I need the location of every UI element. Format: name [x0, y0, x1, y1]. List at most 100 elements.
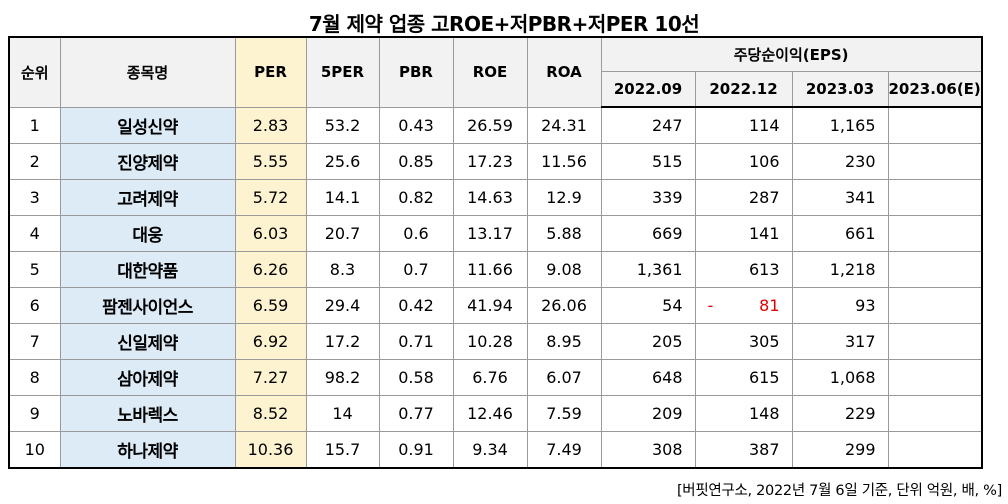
name-cell: 진양제약: [59, 143, 236, 180]
eps-cell: 287: [694, 179, 793, 216]
name-cell: 대한약품: [59, 251, 236, 288]
eps-cell: 669: [600, 215, 696, 252]
eps-cell: - 81: [694, 287, 793, 324]
roe-cell: 14.63: [452, 179, 528, 216]
rank-cell: 1: [8, 106, 61, 144]
roa-cell: 7.49: [526, 431, 602, 469]
roe-cell: 26.59: [452, 106, 528, 144]
5per-cell: 14.1: [305, 179, 380, 216]
name-cell: 팜젠사이언스: [59, 287, 236, 324]
pbr-cell: 0.77: [378, 395, 454, 432]
eps-cell: 230: [791, 143, 889, 180]
roa-cell: 8.95: [526, 323, 602, 360]
eps-cell: [887, 323, 983, 360]
rank-cell: 3: [8, 179, 61, 216]
rank-cell: 6: [8, 287, 61, 324]
table-row: 1 일성신약 2.83 53.2 0.43 26.59 24.31 247 114 1,165: [8, 106, 983, 144]
per-cell: 7.27: [234, 359, 307, 396]
pbr-cell: 0.43: [378, 106, 454, 144]
eps-cell: 1,068: [791, 359, 889, 396]
eps-cell: 1,165: [791, 106, 889, 144]
eps-cell: 515: [600, 143, 696, 180]
eps-cell: 205: [600, 323, 696, 360]
eps-cell: 317: [791, 323, 889, 360]
name-cell: 신일제약: [59, 323, 236, 360]
header-roa: ROA: [526, 36, 602, 108]
negative-sign: -: [707, 296, 714, 315]
eps-cell: 209: [600, 395, 696, 432]
rank-cell: 10: [8, 431, 61, 469]
roa-cell: 26.06: [526, 287, 602, 324]
eps-cell: [887, 287, 983, 324]
per-cell: 6.26: [234, 251, 307, 288]
eps-cell: 54: [600, 287, 696, 324]
roa-cell: 11.56: [526, 143, 602, 180]
pbr-cell: 0.71: [378, 323, 454, 360]
eps-cell: 339: [600, 179, 696, 216]
per-cell: 6.92: [234, 323, 307, 360]
table-row: 9 노바렉스 8.52 14 0.77 12.46 7.59 209 148 229: [8, 395, 983, 432]
pbr-cell: 0.6: [378, 215, 454, 252]
per-cell: 5.72: [234, 179, 307, 216]
eps-cell: 387: [694, 431, 793, 469]
roa-cell: 7.59: [526, 395, 602, 432]
roe-cell: 41.94: [452, 287, 528, 324]
5per-cell: 53.2: [305, 106, 380, 144]
eps-cell: 1,361: [600, 251, 696, 288]
pbr-cell: 0.82: [378, 179, 454, 216]
pbr-cell: 0.85: [378, 143, 454, 180]
table-row: 2 진양제약 5.55 25.6 0.85 17.23 11.56 515 106 230: [8, 143, 983, 180]
roe-cell: 12.46: [452, 395, 528, 432]
roa-cell: 12.9: [526, 179, 602, 216]
table-row: 7 신일제약 6.92 17.2 0.71 10.28 8.95 205 305 317: [8, 323, 983, 360]
roe-cell: 17.23: [452, 143, 528, 180]
eps-cell: [887, 431, 983, 469]
header-name: 종목명: [59, 36, 236, 108]
pbr-cell: 0.42: [378, 287, 454, 324]
header-rank: 순위: [8, 36, 61, 108]
eps-cell: 341: [791, 179, 889, 216]
table-row: 8 삼아제약 7.27 98.2 0.58 6.76 6.07 648 615 1,068: [8, 359, 983, 396]
eps-cell: [887, 179, 983, 216]
roe-cell: 11.66: [452, 251, 528, 288]
pbr-cell: 0.58: [378, 359, 454, 396]
eps-cell: 148: [694, 395, 793, 432]
header-5per: 5PER: [305, 36, 380, 108]
header-pbr: PBR: [378, 36, 454, 108]
5per-cell: 20.7: [305, 215, 380, 252]
pbr-cell: 0.91: [378, 431, 454, 469]
5per-cell: 17.2: [305, 323, 380, 360]
eps-cell: 308: [600, 431, 696, 469]
eps-cell: [887, 395, 983, 432]
eps-cell: 106: [694, 143, 793, 180]
5per-cell: 8.3: [305, 251, 380, 288]
rank-cell: 5: [8, 251, 61, 288]
rank-cell: 7: [8, 323, 61, 360]
roa-cell: 6.07: [526, 359, 602, 396]
name-cell: 대웅: [59, 215, 236, 252]
name-cell: 일성신약: [59, 106, 236, 144]
eps-cell: [887, 359, 983, 396]
name-cell: 하나제약: [59, 431, 236, 469]
eps-cell: 1,218: [791, 251, 889, 288]
table-row: 10 하나제약 10.36 15.7 0.91 9.34 7.49 308 387 299: [8, 431, 983, 469]
source-note: [버핏연구소, 2022년 7월 6일 기준, 단위 억원, 배, %]: [676, 483, 1002, 499]
eps-cell: 229: [791, 395, 889, 432]
table-row: 4 대웅 6.03 20.7 0.6 13.17 5.88 669 141 661: [8, 215, 983, 252]
per-cell: 8.52: [234, 395, 307, 432]
rank-cell: 4: [8, 215, 61, 252]
table-row: 5 대한약품 6.26 8.3 0.7 11.66 9.08 1,361 613 1,218: [8, 251, 983, 288]
per-cell: 10.36: [234, 431, 307, 469]
eps-cell: [887, 106, 983, 144]
header-eps-2023-06e: 2023.06(E): [887, 71, 983, 108]
header-roe: ROE: [452, 36, 528, 108]
rank-cell: 8: [8, 359, 61, 396]
eps-cell: 299: [791, 431, 889, 469]
stock-table: 순위 종목명 PER 5PER PBR ROE ROA 주당순이익(EPS) 2…: [8, 36, 983, 469]
5per-cell: 15.7: [305, 431, 380, 469]
per-cell: 6.59: [234, 287, 307, 324]
eps-cell: [887, 215, 983, 252]
5per-cell: 14: [305, 395, 380, 432]
eps-cell: 141: [694, 215, 793, 252]
5per-cell: 98.2: [305, 359, 380, 396]
